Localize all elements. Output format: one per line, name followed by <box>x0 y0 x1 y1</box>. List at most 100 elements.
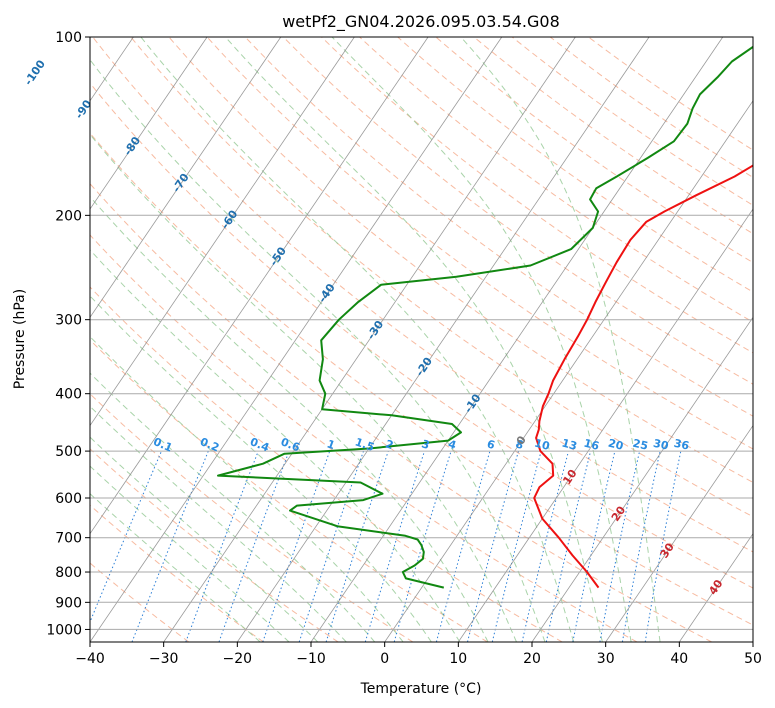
mixing-ratio-line <box>262 450 331 642</box>
isotherm-line <box>0 37 60 642</box>
grid <box>0 37 753 642</box>
mixing-ratio-line <box>599 450 641 642</box>
mixing-ratio-line <box>467 450 519 642</box>
isotherm-label: -60 <box>219 208 241 232</box>
x-tick-label: 40 <box>670 651 688 667</box>
mixing-ratio-label: 16 <box>582 437 600 453</box>
mixing-ratio-label: 36 <box>673 437 691 453</box>
mixing-ratio-label: 6 <box>485 437 496 452</box>
mixing-ratio-label: 10 <box>533 436 552 453</box>
isotherm-line <box>90 37 429 535</box>
isotherm-line <box>752 641 753 642</box>
isotherm-line <box>310 37 724 642</box>
line-labels: 0.1 0.2 0.4 0.6 1 1.5 2 3 4 6 8 10 13 16 20 25 30 36-100-… <box>22 57 726 597</box>
x-tick-label: −20 <box>223 651 253 667</box>
moist-adiabat <box>225 37 603 642</box>
y-tick-label: 100 <box>55 30 82 46</box>
mixing-ratio-label: 2 <box>384 437 395 452</box>
dry-adiabat <box>90 393 414 642</box>
isotherm-label: -90 <box>73 97 95 121</box>
moist-adiabat <box>90 58 546 642</box>
y-tick-label: 1000 <box>46 622 82 638</box>
mixing-ratio-line <box>435 450 491 642</box>
y-tick-label: 400 <box>55 387 82 403</box>
isotherm-line <box>163 37 576 642</box>
y-tick-label: 900 <box>55 595 82 611</box>
mixing-ratio-label: 1.5 <box>353 435 376 454</box>
isotherm-label: 20 <box>609 504 629 524</box>
x-tick-label: −30 <box>149 651 179 667</box>
mixing-ratio-line <box>298 450 364 642</box>
x-axis-ticks: −40 −30 −20 −10 0 10 20 30 40 50 <box>75 642 762 667</box>
dry-adiabat <box>206 37 753 450</box>
mixing-ratio-line <box>364 450 425 642</box>
dry-adiabat <box>282 37 753 385</box>
isotherm-line <box>531 316 753 642</box>
moist-adiabat <box>90 436 319 642</box>
isotherm-label: -100 <box>22 57 48 87</box>
y-tick-label: 600 <box>55 491 82 507</box>
plot-frame <box>89 36 754 643</box>
dry-adiabat <box>435 37 753 264</box>
dry-adiabat <box>92 37 753 553</box>
mixing-ratio-label: 30 <box>652 437 670 453</box>
isotherm-line <box>236 37 650 642</box>
mixing-ratio-line <box>644 451 682 642</box>
isotherm-label: -70 <box>170 171 192 195</box>
dry-adiabat <box>511 37 753 206</box>
moist-adiabat <box>140 37 575 642</box>
temperature-line <box>533 164 753 589</box>
mixing-ratio-line <box>185 450 259 642</box>
isotherm-label: 40 <box>706 577 726 597</box>
mixing-ratio-label: 13 <box>560 436 578 452</box>
isotherm-line <box>90 37 503 642</box>
y-tick-label: 500 <box>55 444 82 460</box>
y-tick-label: 800 <box>55 565 82 581</box>
mixing-ratio-line <box>521 450 569 642</box>
mixing-ratio-label: 4 <box>447 437 459 452</box>
isotherm-label: -20 <box>413 355 435 379</box>
dry-adiabat <box>90 504 264 642</box>
isotherm-line <box>90 37 208 210</box>
dry-adiabat <box>588 37 753 151</box>
mixing-ratio-line <box>491 450 542 642</box>
dry-adiabat <box>90 339 488 642</box>
background-lines <box>90 37 753 642</box>
x-tick-label: 10 <box>449 651 467 667</box>
moist-adiabat <box>331 37 632 642</box>
moist-adiabat <box>90 372 376 642</box>
mixing-ratio-line <box>218 450 290 642</box>
isotherm-label: -50 <box>267 244 289 268</box>
mixing-ratio-label: 8 <box>514 437 525 452</box>
moist-adiabat <box>90 196 489 642</box>
y-tick-label: 700 <box>55 531 82 547</box>
dry-adiabat <box>130 37 753 518</box>
x-tick-label: 30 <box>597 651 615 667</box>
moist-adiabat <box>90 493 261 642</box>
y-tick-label: 200 <box>55 208 82 224</box>
dry-adiabat <box>90 448 339 642</box>
dry-adiabat <box>321 37 753 354</box>
dry-adiabat <box>473 37 753 235</box>
y-axis-label: Pressure (hPa) <box>12 289 28 389</box>
mixing-ratio-label: 25 <box>631 437 649 453</box>
mixing-ratio-label: 0.1 <box>151 435 174 455</box>
isotherm-line <box>457 208 753 642</box>
x-tick-label: −10 <box>296 651 326 667</box>
isotherm-line <box>90 37 355 427</box>
mixing-ratio-label: 3 <box>420 437 431 452</box>
mixing-ratio-label: 20 <box>607 437 625 453</box>
moist-adiabat <box>90 465 290 642</box>
dry-adiabat <box>90 183 712 642</box>
x-axis-label: Temperature (°C) <box>360 681 482 697</box>
isotherm-label: -10 <box>462 391 484 415</box>
dry-adiabat <box>90 234 638 642</box>
mixing-ratio-line <box>393 450 452 642</box>
mixing-ratio-line <box>621 450 661 642</box>
mixing-ratio-line <box>90 450 162 624</box>
dewpoint-line <box>217 45 753 589</box>
isotherm-label: -30 <box>364 318 386 342</box>
mixing-ratio-label: 1 <box>325 437 337 452</box>
moist-adiabat <box>460 37 661 642</box>
mixing-ratio-line <box>131 450 209 642</box>
